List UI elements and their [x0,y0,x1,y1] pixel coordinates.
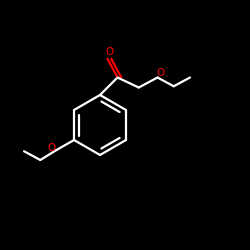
Text: O: O [156,68,164,78]
Text: O: O [105,47,114,57]
Text: O: O [47,143,55,153]
